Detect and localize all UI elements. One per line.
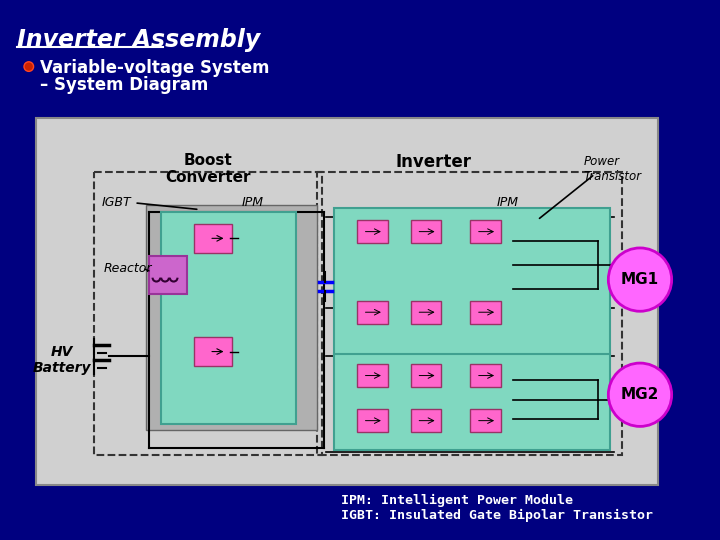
Bar	[317, 172, 622, 455]
Text: MG2: MG2	[621, 387, 660, 402]
Bar	[470, 364, 501, 387]
Bar	[357, 220, 387, 243]
Text: HV
Battery: HV Battery	[33, 345, 91, 375]
Text: Boost
Converter: Boost Converter	[166, 153, 251, 185]
Bar	[37, 118, 658, 485]
Bar	[470, 301, 501, 324]
Circle shape	[608, 248, 672, 311]
Bar	[410, 301, 441, 324]
Bar	[357, 301, 387, 324]
Bar	[0, 11, 691, 112]
Text: Variable-voltage System: Variable-voltage System	[40, 59, 270, 77]
Text: Power
Transistor: Power Transistor	[583, 155, 642, 183]
Circle shape	[24, 62, 34, 71]
Bar	[149, 255, 187, 294]
Bar	[161, 212, 295, 423]
Bar	[357, 409, 387, 432]
Text: IGBT: Insulated Gate Bipolar Transistor: IGBT: Insulated Gate Bipolar Transistor	[341, 509, 652, 522]
Bar	[470, 220, 501, 243]
Text: Inverter Assembly: Inverter Assembly	[17, 28, 261, 52]
Text: Inverter: Inverter	[396, 153, 472, 171]
Text: IGBT: IGBT	[102, 196, 131, 209]
Bar	[146, 205, 317, 430]
Bar	[194, 337, 233, 366]
Text: IPM: IPM	[242, 196, 264, 209]
Bar	[410, 220, 441, 243]
Bar	[470, 409, 501, 432]
Bar	[410, 364, 441, 387]
Bar	[357, 364, 387, 387]
Bar	[194, 224, 233, 253]
Text: Reactor: Reactor	[104, 262, 152, 275]
Text: IPM: IPM	[497, 196, 519, 209]
Bar	[334, 208, 611, 356]
Text: – System Diagram: – System Diagram	[40, 76, 209, 94]
Circle shape	[608, 363, 672, 427]
Bar	[334, 354, 611, 450]
Bar	[94, 172, 323, 455]
Text: IPM: Intelligent Power Module: IPM: Intelligent Power Module	[341, 494, 572, 507]
Text: MG1: MG1	[621, 272, 659, 287]
Bar	[410, 409, 441, 432]
